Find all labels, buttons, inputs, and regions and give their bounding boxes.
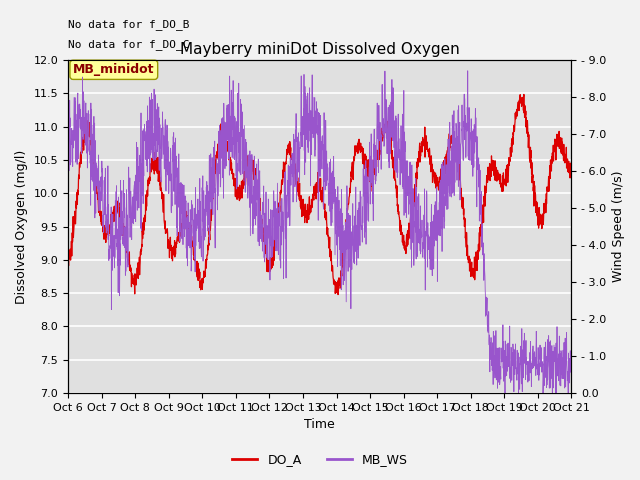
X-axis label: Time: Time [305,419,335,432]
Y-axis label: Dissolved Oxygen (mg/l): Dissolved Oxygen (mg/l) [15,149,28,304]
Title: Mayberry miniDot Dissolved Oxygen: Mayberry miniDot Dissolved Oxygen [180,42,460,58]
Text: No data for f_DO_B: No data for f_DO_B [68,19,189,30]
Legend: DO_A, MB_WS: DO_A, MB_WS [227,448,413,471]
Y-axis label: Wind Speed (m/s): Wind Speed (m/s) [612,171,625,282]
Text: MB_minidot: MB_minidot [73,63,155,76]
Text: No data for f_DO_C: No data for f_DO_C [68,38,189,49]
